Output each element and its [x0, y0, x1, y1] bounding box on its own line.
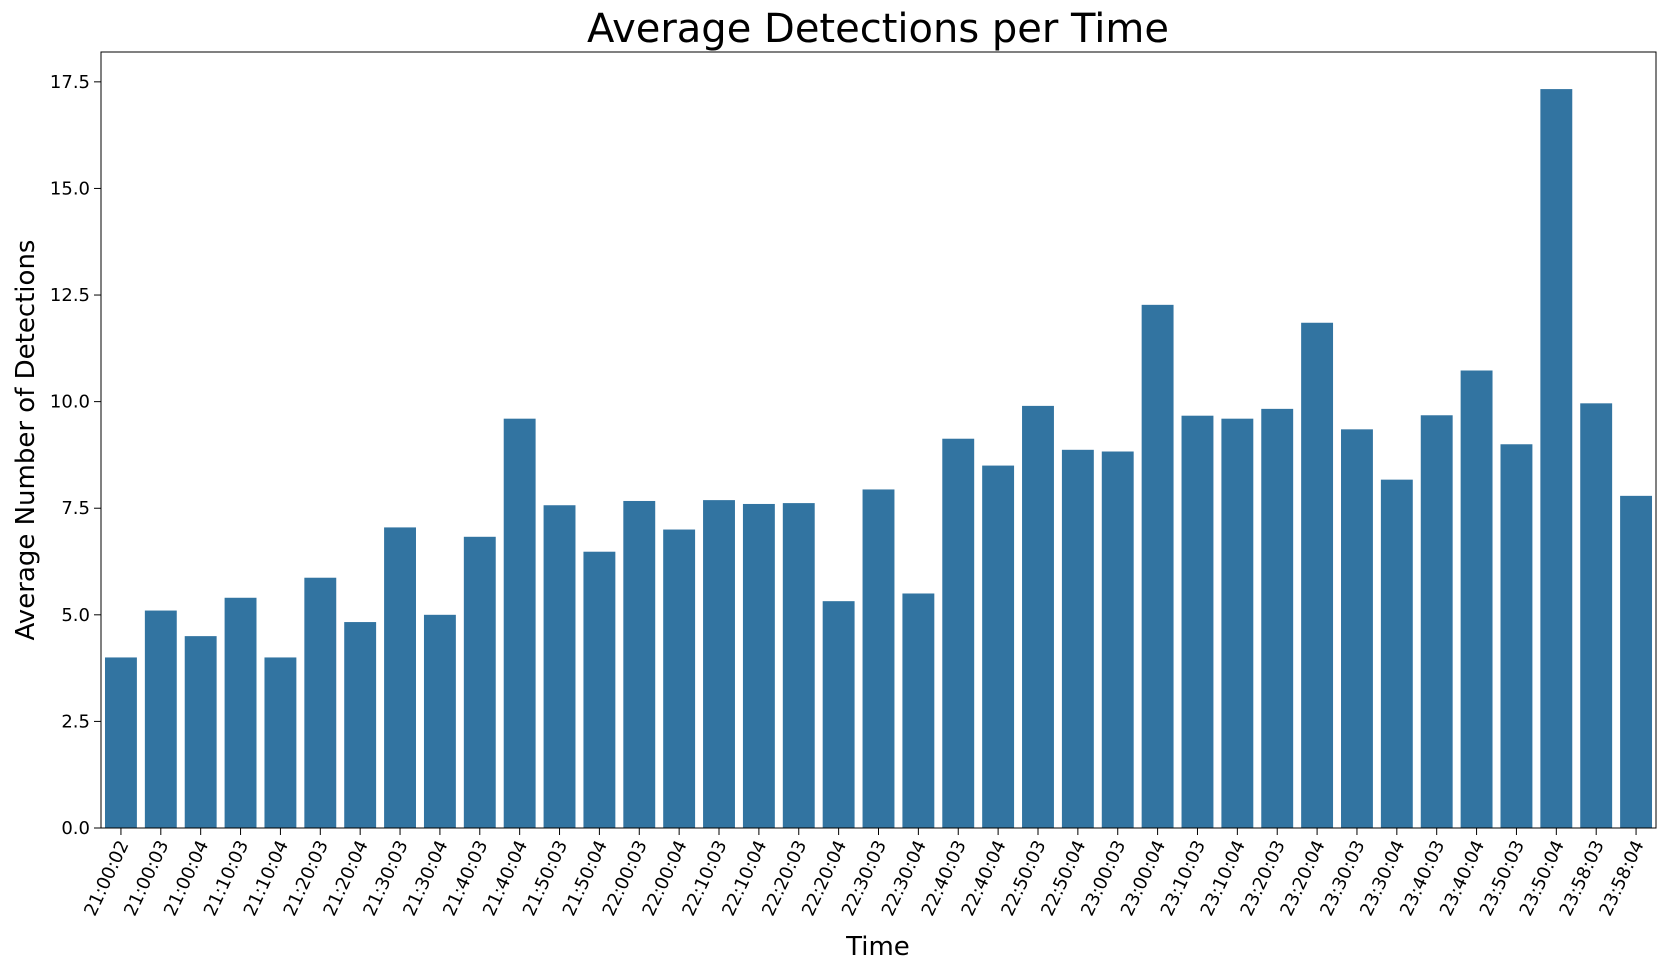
- bar-21-50-04: [583, 551, 616, 828]
- bar-23-58-04: [1620, 495, 1653, 828]
- y-axis-label: Average Number of Detections: [11, 240, 41, 641]
- bar-23-20-04: [1301, 322, 1334, 828]
- bar-21-40-04: [503, 418, 536, 828]
- bar-23-20-03: [1261, 408, 1294, 828]
- bar-22-40-03: [942, 438, 975, 828]
- bar-23-58-03: [1580, 403, 1613, 828]
- bar-21-50-03: [543, 505, 576, 828]
- bar-23-40-03: [1420, 415, 1453, 828]
- bar-23-40-04: [1460, 370, 1493, 828]
- bar-22-10-04: [742, 503, 775, 828]
- x-axis-label: Time: [845, 932, 910, 962]
- chart-title: Average Detections per Time: [587, 6, 1169, 52]
- bar-22-00-03: [623, 500, 656, 828]
- bar-21-00-02: [104, 657, 137, 828]
- y-tick-label: 17.5: [50, 72, 90, 93]
- bar-22-20-04: [822, 601, 855, 828]
- x-axis: 21:00:0221:00:0321:00:0421:10:0321:10:04…: [80, 828, 1649, 919]
- bars-group: [104, 89, 1653, 829]
- bar-23-30-03: [1341, 429, 1373, 828]
- bar-22-50-04: [1061, 449, 1094, 828]
- y-axis: 0.0 2.5 5.0 7.5 10.0 12.5 15.0 17.5: [50, 72, 101, 839]
- y-tick-label: 5.0: [61, 605, 90, 626]
- y-tick-label: 10.0: [50, 392, 90, 413]
- bar-21-30-03: [384, 527, 416, 828]
- bar-23-50-04: [1540, 89, 1573, 829]
- plot-frame: [100, 51, 1657, 829]
- bar-23-10-04: [1221, 418, 1254, 828]
- bar-23-30-04: [1380, 479, 1413, 828]
- bar-23-50-03: [1500, 444, 1533, 828]
- bar-22-40-04: [982, 465, 1015, 828]
- bar-22-00-04: [663, 529, 696, 828]
- bar-21-00-03: [144, 610, 177, 828]
- bar-21-40-03: [463, 536, 496, 828]
- y-tick-label: 0.0: [61, 818, 90, 839]
- bar-21-10-04: [264, 657, 297, 828]
- bar-21-00-04: [184, 636, 217, 828]
- bar-23-00-03: [1101, 451, 1134, 828]
- bar-21-20-03: [304, 577, 337, 828]
- bar-22-10-03: [703, 500, 735, 828]
- bar-23-00-04: [1141, 304, 1174, 829]
- bar-23-10-03: [1181, 415, 1214, 828]
- y-tick-label: 12.5: [50, 285, 90, 306]
- bar-21-20-04: [344, 622, 377, 828]
- bar-22-30-03: [862, 489, 895, 828]
- y-tick-label: 15.0: [50, 178, 90, 199]
- bar-21-30-04: [423, 614, 456, 828]
- y-tick-label: 7.5: [61, 498, 90, 519]
- bar-22-30-04: [902, 593, 935, 828]
- y-tick-label: 2.5: [61, 711, 90, 732]
- bar-21-10-03: [224, 597, 257, 828]
- bar-22-50-03: [1022, 405, 1054, 828]
- bar-22-20-03: [782, 503, 815, 828]
